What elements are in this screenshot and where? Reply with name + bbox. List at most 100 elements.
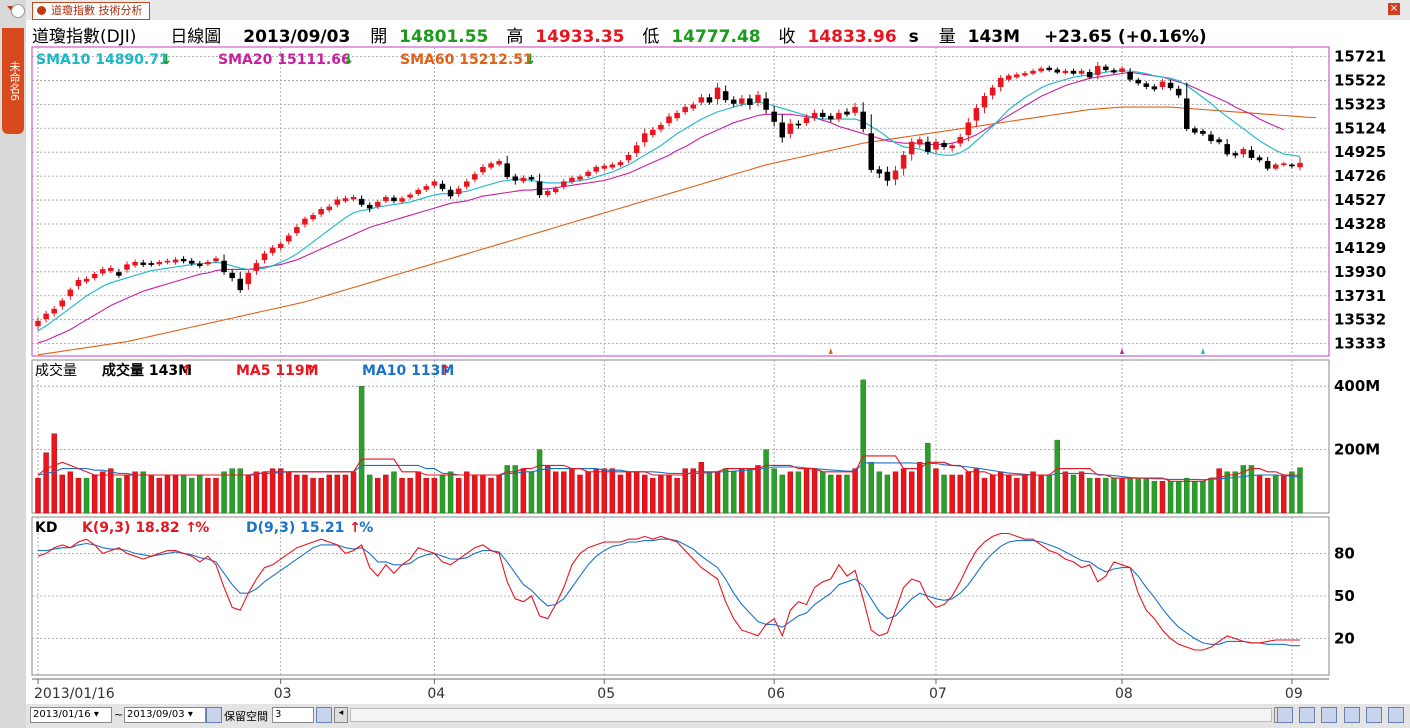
reserve-input[interactable]: 3 bbox=[272, 707, 314, 723]
sma10-line bbox=[37, 70, 1301, 332]
x-tick-label-03: 03 bbox=[274, 686, 292, 702]
candle-body-34 bbox=[310, 215, 316, 220]
volume-bar-25 bbox=[237, 468, 243, 514]
change-value: +23.65 (+0.16%) bbox=[1043, 27, 1207, 47]
candle-body-123 bbox=[1030, 70, 1036, 74]
volume-bar-114 bbox=[957, 474, 963, 514]
volume-bar-54 bbox=[472, 474, 478, 514]
candle-body-21 bbox=[205, 261, 211, 265]
zoom-out-icon[interactable] bbox=[1299, 707, 1316, 723]
scroll-left-icon[interactable]: ◂ bbox=[334, 707, 348, 723]
volume-bar-5 bbox=[75, 477, 82, 514]
candle-body-108 bbox=[908, 141, 915, 155]
candle-body-97 bbox=[819, 112, 826, 117]
candle-body-31 bbox=[286, 235, 292, 242]
volume-bar-9 bbox=[108, 468, 114, 514]
candle-body-29 bbox=[269, 247, 276, 253]
close-icon[interactable]: × bbox=[1388, 3, 1400, 15]
date-from-field[interactable]: 2013/01/16 ▾ bbox=[30, 707, 112, 723]
volume-bar-87 bbox=[739, 468, 745, 514]
volume-bar-19 bbox=[188, 477, 195, 514]
candle-body-124 bbox=[1038, 68, 1044, 72]
volume-bar-13 bbox=[140, 471, 146, 514]
candle-body-122 bbox=[1022, 73, 1028, 76]
candle-body-42 bbox=[375, 201, 381, 207]
candle-body-126 bbox=[1054, 69, 1061, 73]
candle-body-48 bbox=[423, 186, 430, 190]
menu-circle-icon[interactable] bbox=[11, 4, 25, 18]
spin-icon[interactable] bbox=[316, 707, 332, 723]
volume-bar-29 bbox=[269, 468, 276, 514]
candle-body-155 bbox=[1289, 164, 1295, 167]
candle-body-43 bbox=[383, 197, 389, 202]
price-y-tick-15522: 15522 bbox=[1334, 71, 1386, 89]
volume-bar-96 bbox=[811, 468, 818, 514]
volume-bar-52 bbox=[455, 477, 462, 514]
candle-body-151 bbox=[1256, 157, 1263, 161]
volume-bar-122 bbox=[1022, 474, 1028, 514]
candle-body-110 bbox=[925, 141, 931, 152]
candle-body-105 bbox=[884, 171, 891, 181]
date-to-field[interactable]: 2013/09/03 ▾ bbox=[124, 707, 206, 723]
volume-bar-3 bbox=[59, 474, 65, 514]
side-tab-untitled[interactable]: 未命名6 bbox=[2, 28, 24, 134]
x-tick-label-06: 06 bbox=[767, 686, 785, 702]
candle-body-58 bbox=[504, 163, 510, 178]
price-y-tick-15124: 15124 bbox=[1334, 119, 1386, 137]
volume-bar-149 bbox=[1240, 465, 1247, 514]
volume-bar-108 bbox=[908, 471, 915, 514]
horizontal-scrollbar[interactable] bbox=[350, 708, 1272, 722]
candle-body-63 bbox=[544, 191, 551, 196]
volume-bar-41 bbox=[366, 474, 373, 514]
candle-body-115 bbox=[965, 122, 972, 136]
close-suffix: s bbox=[908, 27, 919, 47]
reserve-icon[interactable] bbox=[206, 707, 222, 723]
candle-body-113 bbox=[949, 145, 955, 149]
volume-bar-124 bbox=[1038, 474, 1044, 514]
crosshair-icon[interactable] bbox=[1321, 707, 1338, 723]
candle-body-148 bbox=[1232, 153, 1239, 156]
candle-body-24 bbox=[229, 272, 235, 279]
candle-body-56 bbox=[488, 163, 494, 168]
volume-bar-35 bbox=[318, 477, 324, 514]
volume-bar-130 bbox=[1086, 477, 1093, 514]
volume-bar-38 bbox=[342, 474, 349, 514]
volume-bar-115 bbox=[965, 471, 972, 514]
reserve-label: 保留空間 bbox=[224, 710, 268, 723]
volume-bar-92 bbox=[779, 474, 785, 514]
volume-bar-47 bbox=[415, 471, 421, 514]
candle-body-89 bbox=[755, 94, 761, 103]
print-icon[interactable] bbox=[1365, 707, 1382, 723]
candle-body-45 bbox=[399, 198, 405, 202]
volume-bar-148 bbox=[1232, 471, 1238, 514]
tab-technical-analysis[interactable]: 道瓊指數 技術分析 bbox=[11, 2, 150, 20]
legend-sma10: SMA10 14890.71 bbox=[36, 52, 169, 68]
candle-body-152 bbox=[1264, 160, 1271, 169]
fit-icon[interactable] bbox=[1343, 707, 1360, 723]
x-tick-label-08: 08 bbox=[1115, 686, 1133, 702]
settings-icon[interactable] bbox=[1388, 707, 1404, 723]
candle-body-68 bbox=[585, 171, 591, 176]
price-y-tick-14726: 14726 bbox=[1334, 167, 1386, 185]
candle-body-111 bbox=[933, 141, 939, 150]
volume-bar-142 bbox=[1184, 477, 1190, 514]
volume-bar-104 bbox=[876, 471, 883, 514]
candle-body-131 bbox=[1094, 65, 1101, 75]
zoom-in-icon[interactable] bbox=[1277, 707, 1294, 723]
candle-body-133 bbox=[1111, 70, 1117, 73]
volume-bar-72 bbox=[617, 474, 624, 514]
legend-sma20-arrow: ↓ bbox=[343, 52, 355, 68]
x-tick-label-2013-01-16: 2013/01/16 bbox=[34, 686, 115, 702]
volume-bar-4 bbox=[67, 471, 74, 514]
volume-bar-79 bbox=[674, 477, 680, 514]
candle-body-72 bbox=[617, 162, 624, 166]
candle-body-144 bbox=[1200, 130, 1206, 134]
volume-bar-126 bbox=[1054, 439, 1061, 514]
candle-body-30 bbox=[277, 243, 284, 249]
volume-bar-67 bbox=[577, 474, 583, 514]
volume-bar-152 bbox=[1264, 477, 1271, 514]
volume-bar-68 bbox=[585, 471, 591, 514]
volume-bar-60 bbox=[520, 468, 527, 514]
volume-bar-106 bbox=[892, 471, 899, 514]
